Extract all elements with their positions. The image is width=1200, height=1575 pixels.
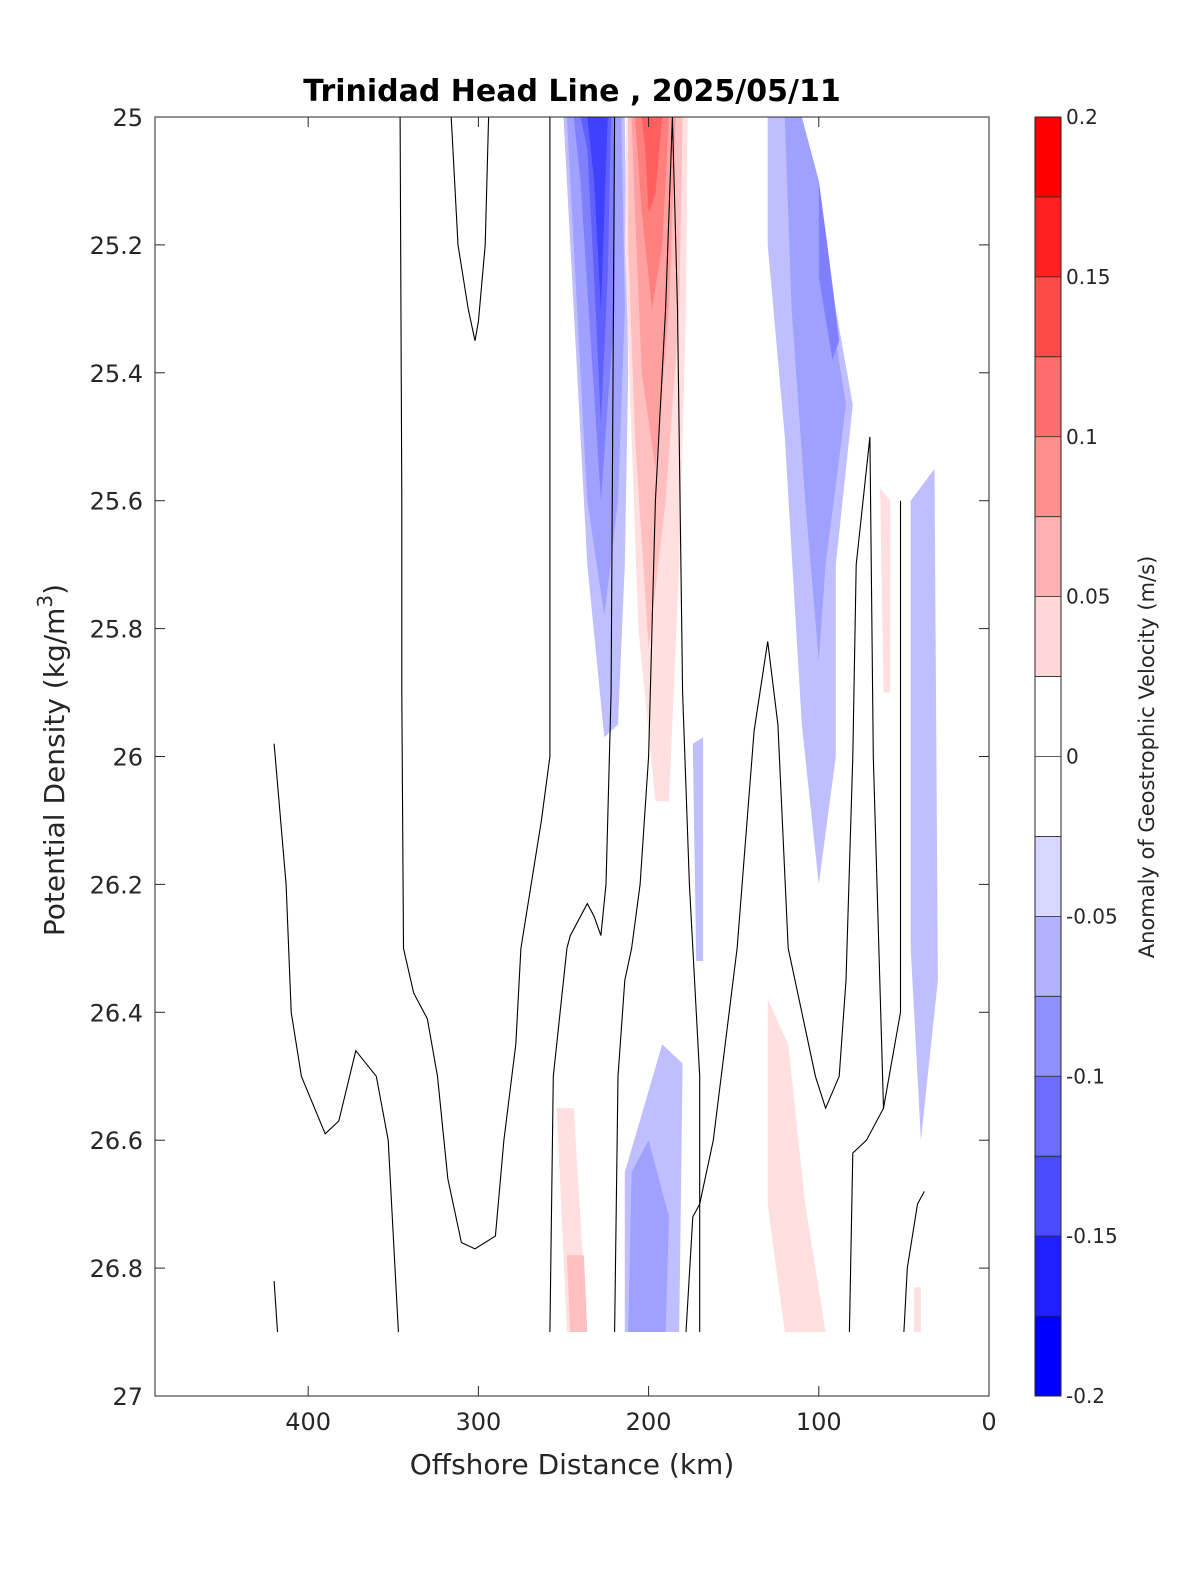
colorbar-segment [1035, 117, 1061, 198]
colorbar-tick-label: -0.2 [1066, 1384, 1105, 1408]
colorbar-segment [1035, 436, 1061, 518]
velocity-band-21 [914, 1287, 921, 1332]
colorbar-segment [1035, 1316, 1061, 1397]
velocity-band-16 [566, 1255, 588, 1332]
colorbar-segment [1035, 516, 1061, 598]
y-tick-label: 26.4 [90, 999, 143, 1027]
velocity-band-20 [880, 487, 891, 693]
contour-g [685, 436, 885, 1333]
y-axis-label-sup: 3 [33, 595, 57, 608]
colorbar-segment [1035, 276, 1061, 358]
contour-d [450, 116, 490, 341]
colorbar-tick-label: 0.15 [1066, 265, 1111, 289]
y-tick-label: 26 [112, 744, 143, 772]
colorbar-segment [1035, 596, 1061, 678]
colorbar-segment [1035, 356, 1061, 438]
colorbar-segment [1035, 676, 1061, 757]
velocity-band-14 [692, 737, 704, 962]
y-tick-label: 25.4 [90, 360, 143, 388]
x-tick-label: 100 [796, 1408, 842, 1436]
colorbar-label: Anomaly of Geostrophic Velocity (m/s) [1135, 556, 1159, 959]
x-axis-label: Offshore Distance (km) [410, 1448, 735, 1481]
y-tick-label: 25.6 [90, 488, 143, 516]
contour-h [848, 500, 902, 1333]
contour-i [903, 1191, 925, 1333]
colorbar-segment [1035, 836, 1061, 917]
colorbar-tick-label: -0.1 [1066, 1064, 1105, 1088]
y-tick-label: 25.8 [90, 616, 143, 644]
y-axis: 25 25.2 25.4 25.6 25.8 26 26.2 26.4 26.6 26.8 27 [90, 104, 989, 1411]
x-axis: 400 300 200 100 0 [285, 117, 997, 1436]
velocity-band-9 [641, 117, 663, 213]
x-tick-label: 400 [285, 1408, 331, 1436]
contour-b [273, 1280, 279, 1333]
contour-a [273, 743, 399, 1333]
velocity-band-4 [587, 117, 608, 309]
velocity-band-12 [818, 181, 840, 360]
velocity-band-11 [784, 117, 846, 661]
colorbar-tick-label: 0.05 [1066, 585, 1111, 609]
colorbar-segment [1035, 1236, 1061, 1317]
y-tick-label: 26.8 [90, 1255, 143, 1283]
colorbar-tick-label: -0.05 [1066, 904, 1118, 928]
colorbar-tick-label: 0.2 [1066, 105, 1098, 129]
x-tick-label: 0 [981, 1408, 996, 1436]
colorbar-tick-label: -0.15 [1066, 1224, 1118, 1248]
colorbar: 0.2 0.15 0.1 0.05 0 -0.05 -0.1 -0.15 -0.2 [1034, 105, 1118, 1408]
colorbar-tick-label: 0.1 [1066, 425, 1098, 449]
y-tick-label: 25.2 [90, 232, 143, 260]
chart-title: Trinidad Head Line , 2025/05/11 [303, 74, 840, 109]
plot-area [556, 117, 938, 1332]
y-tick-label: 27 [112, 1383, 143, 1411]
y-axis-label-main: Potential Density (kg/m [38, 608, 71, 937]
colorbar-tick-label: 0 [1066, 745, 1079, 769]
x-tick-label: 300 [455, 1408, 501, 1436]
velocity-band-8 [635, 117, 669, 309]
contour-f [614, 116, 701, 1333]
colorbar-frame [1034, 116, 1062, 1397]
contour-e [549, 116, 616, 1333]
colorbar-segment [1035, 1156, 1061, 1237]
y-axis-label-close: ) [38, 584, 71, 595]
x-tick-label: 200 [626, 1408, 672, 1436]
colorbar-segment [1035, 1076, 1061, 1157]
colorbar-segment [1035, 756, 1061, 837]
y-tick-label: 26.6 [90, 1127, 143, 1155]
velocity-band-18 [628, 1140, 669, 1332]
velocity-band-13 [910, 468, 938, 1141]
y-tick-label: 25 [112, 104, 143, 132]
colorbar-segment [1035, 996, 1061, 1077]
y-axis-label: Potential Density (kg/m3) [33, 584, 71, 936]
colorbar-segment [1035, 196, 1061, 278]
contour-c [399, 116, 551, 1250]
y-tick-label: 26.2 [90, 871, 143, 899]
colorbar-segment [1035, 916, 1061, 997]
velocity-band-19 [767, 999, 826, 1332]
contour-lines [273, 116, 925, 1333]
